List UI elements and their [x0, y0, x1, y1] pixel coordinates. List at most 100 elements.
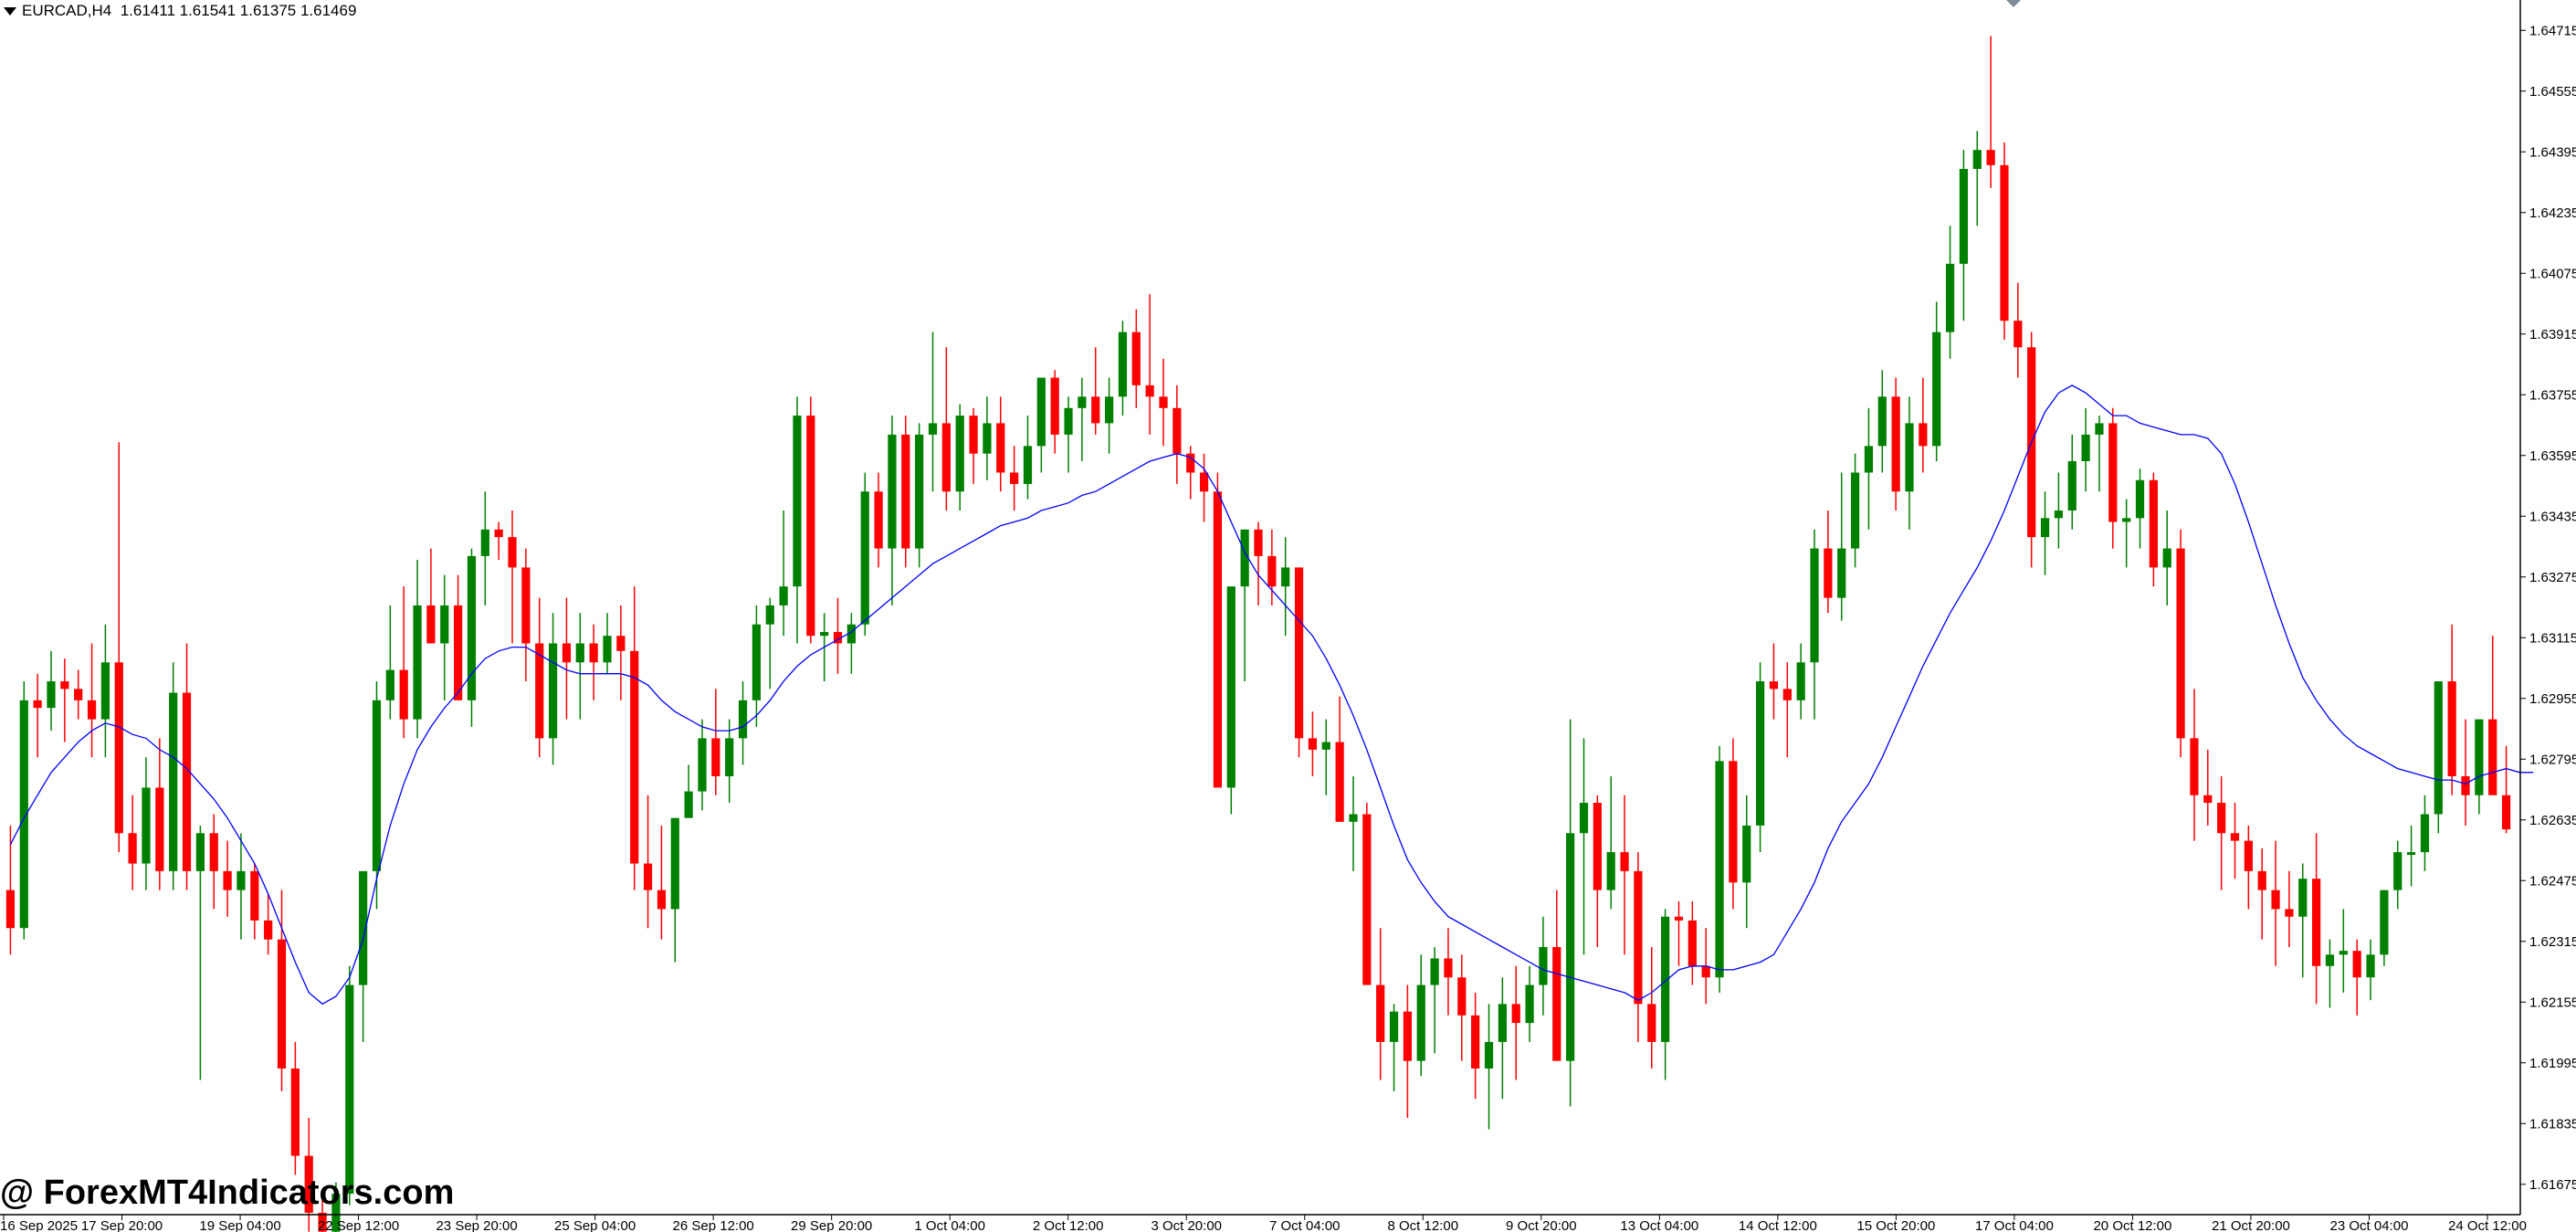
bear-candle-body: [304, 1155, 313, 1213]
bull-candle-body: [2081, 434, 2090, 461]
bull-candle-body: [2162, 548, 2171, 568]
bull-candle-body: [752, 624, 762, 700]
bull-candle-body: [331, 1194, 341, 1232]
bear-candle-body: [2447, 681, 2456, 776]
bear-candle-body: [494, 529, 503, 538]
time-tick-label: 3 Oct 20:00: [1151, 1218, 1222, 1232]
bull-candle-body: [195, 833, 205, 871]
bull-candle-body: [1972, 150, 1982, 169]
bull-candle-body: [1430, 958, 1439, 985]
bull-candle-body: [385, 669, 394, 700]
bull-candle-body: [1932, 332, 1941, 447]
bear-candle-body: [2257, 870, 2266, 890]
price-tick-label: 1.61995: [2529, 1056, 2576, 1071]
bull-candle-body: [1240, 529, 1249, 587]
scroll-marker-icon[interactable]: [2006, 0, 2021, 7]
price-tick-label: 1.63275: [2529, 570, 2576, 585]
bull-candle-body: [359, 870, 368, 985]
time-tick-label: 25 Sep 04:00: [554, 1218, 636, 1232]
bull-candle-body: [1525, 985, 1534, 1024]
bear-candle-body: [399, 669, 408, 720]
bull-candle-body: [1579, 803, 1589, 834]
bear-candle-body: [2190, 738, 2199, 795]
bear-candle-body: [535, 643, 544, 739]
bull-candle-body: [372, 700, 382, 871]
bull-candle-body: [2095, 423, 2104, 435]
bull-candle-body: [955, 416, 964, 492]
bear-candle-body: [711, 738, 720, 776]
time-tick-label: 14 Oct 12:00: [1739, 1218, 1817, 1232]
bull-candle-body: [2475, 719, 2484, 795]
bull-candle-body: [983, 423, 992, 454]
bear-candle-body: [1824, 548, 1833, 598]
moving-average-line: [9, 384, 2534, 1006]
bull-candle-body: [2325, 954, 2335, 966]
bear-candle-body: [1593, 803, 1602, 890]
time-tick-label: 16 Sep 2025: [0, 1218, 78, 1232]
bull-candle-body: [1742, 825, 1751, 883]
bear-candle-body: [1674, 916, 1684, 921]
bull-candle-body: [1349, 814, 1358, 822]
bear-candle-body: [2244, 840, 2253, 871]
bull-candle-body: [1105, 396, 1114, 424]
bear-candle-body: [1511, 1004, 1520, 1024]
bull-candle-body: [1118, 332, 1128, 397]
price-tick-label: 1.64075: [2529, 266, 2576, 281]
bear-candle-body: [969, 416, 978, 454]
bull-candle-body: [2393, 852, 2403, 890]
bear-candle-body: [2013, 321, 2023, 348]
bull-candle-body: [345, 985, 354, 1195]
collapse-triangle-icon[interactable]: [4, 7, 16, 16]
bull-candle-body: [2122, 518, 2131, 522]
bear-candle-body: [426, 605, 436, 644]
bear-candle-body: [657, 890, 667, 910]
bull-candle-body: [2339, 951, 2348, 955]
bull-candle-body: [1566, 833, 1575, 1061]
bull-candle-body: [1036, 377, 1046, 447]
price-tick-label: 1.63915: [2529, 327, 2576, 342]
bull-candle-body: [603, 636, 612, 663]
time-tick-label: 17 Oct 04:00: [1975, 1218, 2054, 1232]
bear-candle-body: [1403, 1011, 1412, 1061]
bull-candle-body: [1796, 662, 1805, 700]
bull-candle-body: [1064, 407, 1073, 435]
bull-candle-body: [820, 632, 829, 637]
bull-candle-body: [1837, 548, 1846, 598]
bull-candle-body: [1661, 916, 1670, 1042]
bull-candle-body: [480, 529, 489, 556]
bear-candle-body: [1376, 985, 1385, 1042]
bear-candle-body: [643, 863, 653, 890]
bear-candle-body: [1701, 965, 1710, 978]
bull-candle-body: [100, 662, 110, 720]
bear-candle-body: [1159, 396, 1168, 408]
bull-candle-body: [860, 491, 869, 625]
bear-candle-body: [996, 423, 1005, 473]
time-tick-label: 21 Oct 20:00: [2212, 1218, 2290, 1232]
bull-candle-body: [2420, 814, 2430, 853]
bull-candle-body: [1959, 168, 1969, 264]
bear-candle-body: [2461, 775, 2470, 795]
bull-candle-body: [1078, 396, 1087, 408]
bear-candle-body: [806, 416, 815, 637]
bull-candle-body: [738, 700, 748, 739]
bull-candle-body: [142, 787, 151, 864]
price-tick-label: 1.62795: [2529, 752, 2576, 767]
bull-candle-body: [1850, 472, 1860, 549]
bull-candle-body: [1539, 946, 1548, 985]
bear-candle-body: [1471, 1015, 1480, 1069]
bear-candle-body: [2149, 479, 2158, 568]
bull-candle-body: [915, 434, 924, 549]
bear-candle-body: [1267, 555, 1277, 587]
bull-candle-body: [1864, 446, 1874, 473]
time-tick-label: 7 Oct 04:00: [1269, 1218, 1341, 1232]
bull-candle-body: [2067, 460, 2077, 511]
bull-candle-body: [1321, 742, 1330, 750]
bear-candle-body: [941, 423, 951, 492]
bull-candle-body: [684, 791, 693, 818]
price-tick-label: 1.61835: [2529, 1116, 2576, 1132]
bull-candle-body: [1416, 985, 1425, 1061]
price-tick-label: 1.64555: [2529, 84, 2576, 100]
time-tick-label: 9 Oct 20:00: [1506, 1218, 1577, 1232]
price-tick-label: 1.62155: [2529, 995, 2576, 1010]
